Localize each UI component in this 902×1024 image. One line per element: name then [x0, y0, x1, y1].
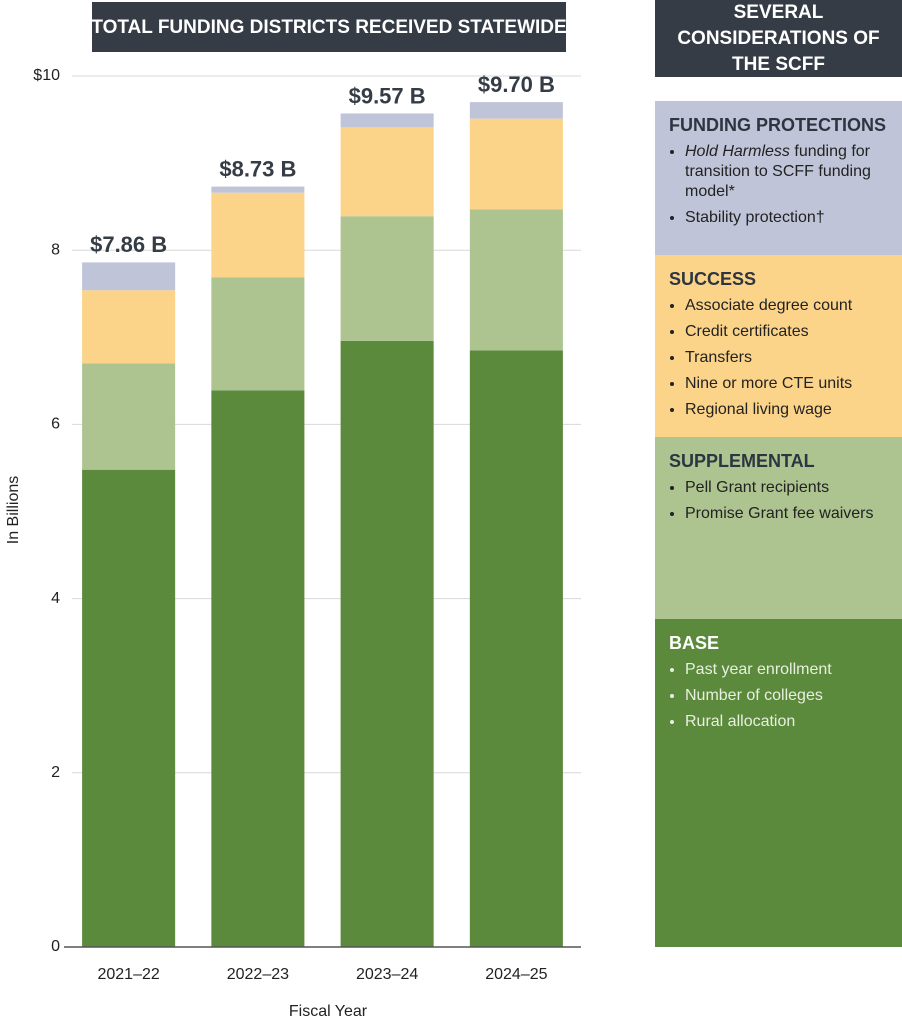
legend-section: FUNDING PROTECTIONS Hold Harmless funding…: [655, 101, 902, 255]
bullet: Number of colleges: [685, 686, 890, 706]
bar-segment: [82, 469, 176, 947]
y-tick-label: 8: [51, 241, 60, 258]
bar-segment: [82, 363, 176, 470]
bar-segment: [469, 350, 563, 947]
y-tick-label: 6: [51, 416, 60, 433]
bullet: Associate degree count: [685, 296, 890, 316]
bar-segment: [82, 290, 176, 364]
y-tick-label: 2: [51, 764, 60, 781]
bar-segment: [340, 127, 434, 217]
total-label: $8.73 B: [219, 156, 296, 181]
bullet-list: Past year enrollment Number of colleges Ru…: [669, 660, 890, 732]
bullet: Transfers: [685, 348, 890, 368]
bullet-list: Pell Grant recipients Promise Grant fee w…: [669, 478, 890, 524]
x-tick-label: 2024–25: [485, 966, 547, 983]
bar-segment: [340, 216, 434, 341]
title-box: [92, 2, 566, 52]
legend-section: BASE Past year enrollment Number of colleg…: [655, 619, 902, 947]
bullet-em: Hold Harmless: [685, 143, 790, 160]
legend-section: SUCCESS Associate degree count Credit cert…: [655, 255, 902, 437]
chart: TOTAL FUNDING DISTRICTS RECEIVED STATEWI…: [5, 2, 581, 1020]
bullet: Rural allocation: [685, 712, 890, 732]
bar-segment: [82, 262, 176, 291]
bullet: Credit certificates: [685, 322, 890, 342]
total-label: $9.70 B: [478, 72, 555, 97]
bar-segment: [211, 192, 305, 278]
spacer: [655, 77, 902, 101]
bar-segment: [340, 340, 434, 947]
bullet: Stability protection†: [685, 208, 890, 228]
bullet: Regional living wage: [685, 400, 890, 420]
x-tick-label: 2021–22: [97, 966, 159, 983]
bar-segment: [211, 277, 305, 391]
bullet: Promise Grant fee waivers: [685, 504, 890, 524]
legend: SEVERAL CONSIDERATIONS OF THE SCFF FUNDI…: [655, 0, 902, 947]
x-axis-label: Fiscal Year: [289, 1003, 368, 1020]
total-label: $9.57 B: [349, 83, 426, 108]
bullet: Pell Grant recipients: [685, 478, 890, 498]
y-axis-label: In Billions: [5, 476, 22, 544]
bullet: Hold Harmless funding for transition to …: [685, 142, 890, 202]
legend-label: SUPPLEMENTAL: [669, 451, 815, 471]
bullet-list: Associate degree count Credit certificate…: [669, 296, 890, 420]
bar-segment: [340, 113, 434, 128]
bullet-list: Hold Harmless funding for transition to …: [669, 142, 890, 228]
bullet-text: funding for transition to SCFF funding m…: [685, 143, 871, 200]
x-tick-label: 2023–24: [356, 966, 418, 983]
total-label: $7.86 B: [90, 232, 167, 257]
bullet: Nine or more CTE units: [685, 374, 890, 394]
bullet: Past year enrollment: [685, 660, 890, 680]
y-tick-label: 4: [51, 590, 60, 607]
legend-label: SUCCESS: [669, 269, 757, 289]
y-tick-label: 0: [51, 938, 60, 955]
bar-segment: [211, 390, 305, 947]
x-tick-label: 2022–23: [227, 966, 289, 983]
legend-label: BASE: [669, 633, 720, 653]
bar-segment: [469, 209, 563, 351]
y-tick-label: $10: [33, 67, 60, 84]
bar-segment: [469, 118, 563, 210]
legend-title: SEVERAL CONSIDERATIONS OF THE SCFF: [655, 0, 902, 77]
bar-segment: [211, 186, 305, 193]
legend-section: SUPPLEMENTAL Pell Grant recipients Promise…: [655, 437, 902, 619]
bar-segment: [469, 102, 563, 119]
legend-label: FUNDING PROTECTIONS: [669, 115, 887, 135]
chart-title: TOTAL FUNDING DISTRICTS RECEIVED STATEWI…: [91, 17, 566, 38]
